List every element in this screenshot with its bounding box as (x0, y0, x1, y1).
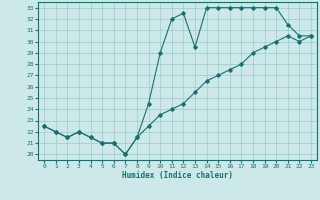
X-axis label: Humidex (Indice chaleur): Humidex (Indice chaleur) (122, 171, 233, 180)
